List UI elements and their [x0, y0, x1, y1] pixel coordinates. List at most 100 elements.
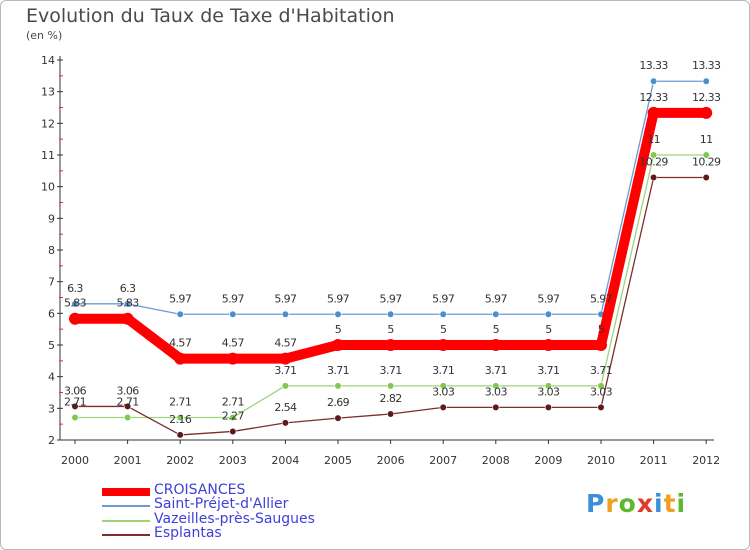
legend-label-croisances: CROISANCES — [154, 482, 246, 498]
data-point-esplantas — [229, 427, 237, 436]
data-point-esplantas — [597, 403, 605, 411]
data-label-esplantas: 2.82 — [380, 392, 402, 405]
data-point-esplantas — [387, 410, 395, 418]
chart-title: Evolution du Taux de Taxe d'Habitation — [26, 5, 395, 27]
data-point-vazeilles-pres-saugues — [71, 413, 79, 422]
x-tick-label: 2003 — [219, 454, 247, 467]
data-label-croisances: 12.33 — [692, 91, 721, 104]
data-point-esplantas — [334, 414, 342, 422]
x-tick-label: 2009 — [534, 454, 562, 467]
data-label-croisances: 5 — [335, 323, 342, 336]
data-point-esplantas — [281, 419, 290, 427]
data-point-esplantas — [439, 403, 447, 411]
data-point-vazeilles-pres-saugues — [334, 382, 342, 390]
y-tick-label: 14 — [41, 54, 55, 67]
y-tick-label: 8 — [48, 244, 55, 257]
data-label-esplantas: 2.16 — [169, 413, 192, 426]
data-point-saint-prejet-d-allier — [229, 310, 237, 318]
data-point-vazeilles-pres-saugues — [176, 413, 184, 422]
data-label-esplantas: 3.03 — [432, 385, 455, 398]
data-point-saint-prejet-d-allier — [702, 77, 710, 85]
data-label-saint-prejet-d-allier: 5.97 — [432, 292, 455, 305]
legend-swatch-croisances — [102, 488, 150, 496]
data-label-croisances: 4.57 — [274, 337, 297, 350]
proxiti-logo: Proxiti — [586, 489, 686, 518]
data-label-esplantas: 3.03 — [590, 385, 613, 398]
data-point-vazeilles-pres-saugues — [229, 413, 237, 422]
x-tick-label: 2006 — [377, 454, 405, 467]
y-tick-label: 6 — [48, 307, 55, 320]
data-label-esplantas: 10.29 — [692, 155, 721, 168]
x-tick-label: 2012 — [692, 454, 720, 467]
y-tick-label: 2 — [48, 434, 55, 447]
data-label-layer: 6.3 6.3 5.97 5.97 5.97 5.97 5.97 5.97 5.97 5.97 5.… — [64, 59, 722, 426]
data-label-esplantas: 2.27 — [222, 409, 245, 422]
data-point-croisances — [121, 312, 134, 325]
data-label-vazeilles-pres-saugues: 3.71 — [590, 364, 612, 377]
data-label-saint-prejet-d-allier: 5.97 — [222, 292, 245, 305]
data-point-croisances — [174, 352, 187, 365]
data-point-croisances — [279, 352, 292, 365]
data-point-saint-prejet-d-allier — [71, 300, 79, 308]
data-label-saint-prejet-d-allier: 6.3 — [67, 282, 83, 295]
data-point-esplantas — [649, 173, 658, 182]
data-label-croisances: 4.57 — [222, 337, 245, 350]
data-label-saint-prejet-d-allier: 13.33 — [692, 59, 721, 72]
logo-letter: i — [676, 489, 687, 518]
legend-swatch-esplantas — [102, 534, 150, 536]
legend-swatch-saint-prejet-d-allier — [102, 505, 150, 507]
data-point-croisances — [700, 106, 713, 119]
data-point-croisances — [226, 352, 239, 365]
data-label-croisances: 5.83 — [64, 297, 87, 310]
data-point-saint-prejet-d-allier — [387, 310, 395, 318]
data-label-esplantas: 3.06 — [117, 384, 140, 397]
data-label-croisances: 5 — [440, 323, 447, 336]
x-tick-label: 2008 — [482, 454, 510, 467]
data-point-croisances — [332, 339, 344, 351]
logo-letter: t — [663, 489, 677, 518]
data-point-vazeilles-pres-saugues — [387, 382, 395, 390]
data-point-vazeilles-pres-saugues — [649, 151, 658, 159]
data-point-saint-prejet-d-allier — [281, 310, 290, 318]
y-tick-label: 12 — [41, 117, 55, 130]
data-label-esplantas: 3.03 — [485, 385, 508, 398]
logo-letter: r — [605, 489, 619, 518]
data-point-croisances — [595, 339, 607, 351]
data-label-croisances: 5 — [598, 323, 605, 336]
data-point-croisances — [384, 339, 397, 351]
logo-letter: i — [654, 489, 664, 518]
data-label-croisances: 5.83 — [117, 297, 140, 310]
data-label-vazeilles-pres-saugues: 2.71 — [222, 396, 244, 409]
data-label-vazeilles-pres-saugues: 2.71 — [117, 396, 139, 409]
y-tick-label: 13 — [41, 86, 55, 99]
logo-letter: x — [636, 489, 654, 518]
data-point-vazeilles-pres-saugues — [123, 413, 132, 422]
data-label-esplantas: 3.06 — [64, 384, 87, 397]
data-point-croisances — [69, 312, 81, 325]
y-tick-label: 5 — [48, 339, 55, 352]
data-label-esplantas: 10.29 — [639, 155, 668, 168]
y-tick-label: 4 — [48, 371, 55, 384]
data-label-saint-prejet-d-allier: 6.3 — [120, 282, 136, 295]
data-label-saint-prejet-d-allier: 5.97 — [537, 292, 560, 305]
data-point-saint-prejet-d-allier — [544, 310, 553, 318]
legend-swatch-vazeilles-pres-saugues — [102, 520, 150, 522]
data-label-vazeilles-pres-saugues: 3.71 — [274, 364, 296, 377]
data-point-saint-prejet-d-allier — [439, 310, 447, 318]
logo-letter: o — [618, 489, 637, 518]
data-label-saint-prejet-d-allier: 5.97 — [274, 292, 297, 305]
data-point-esplantas — [71, 402, 79, 411]
data-label-vazeilles-pres-saugues: 3.71 — [537, 364, 559, 377]
data-point-croisances — [647, 106, 660, 119]
data-label-esplantas: 2.69 — [327, 396, 350, 409]
legend-label-esplantas: Esplantas — [154, 525, 222, 541]
data-label-croisances: 4.57 — [169, 337, 192, 350]
logo-letter: P — [586, 489, 606, 518]
data-point-esplantas — [492, 403, 500, 411]
data-point-saint-prejet-d-allier — [176, 310, 184, 318]
data-label-croisances: 5 — [493, 323, 500, 336]
data-label-vazeilles-pres-saugues: 11 — [700, 133, 713, 146]
data-point-saint-prejet-d-allier — [123, 300, 132, 308]
data-point-croisances — [542, 339, 555, 351]
